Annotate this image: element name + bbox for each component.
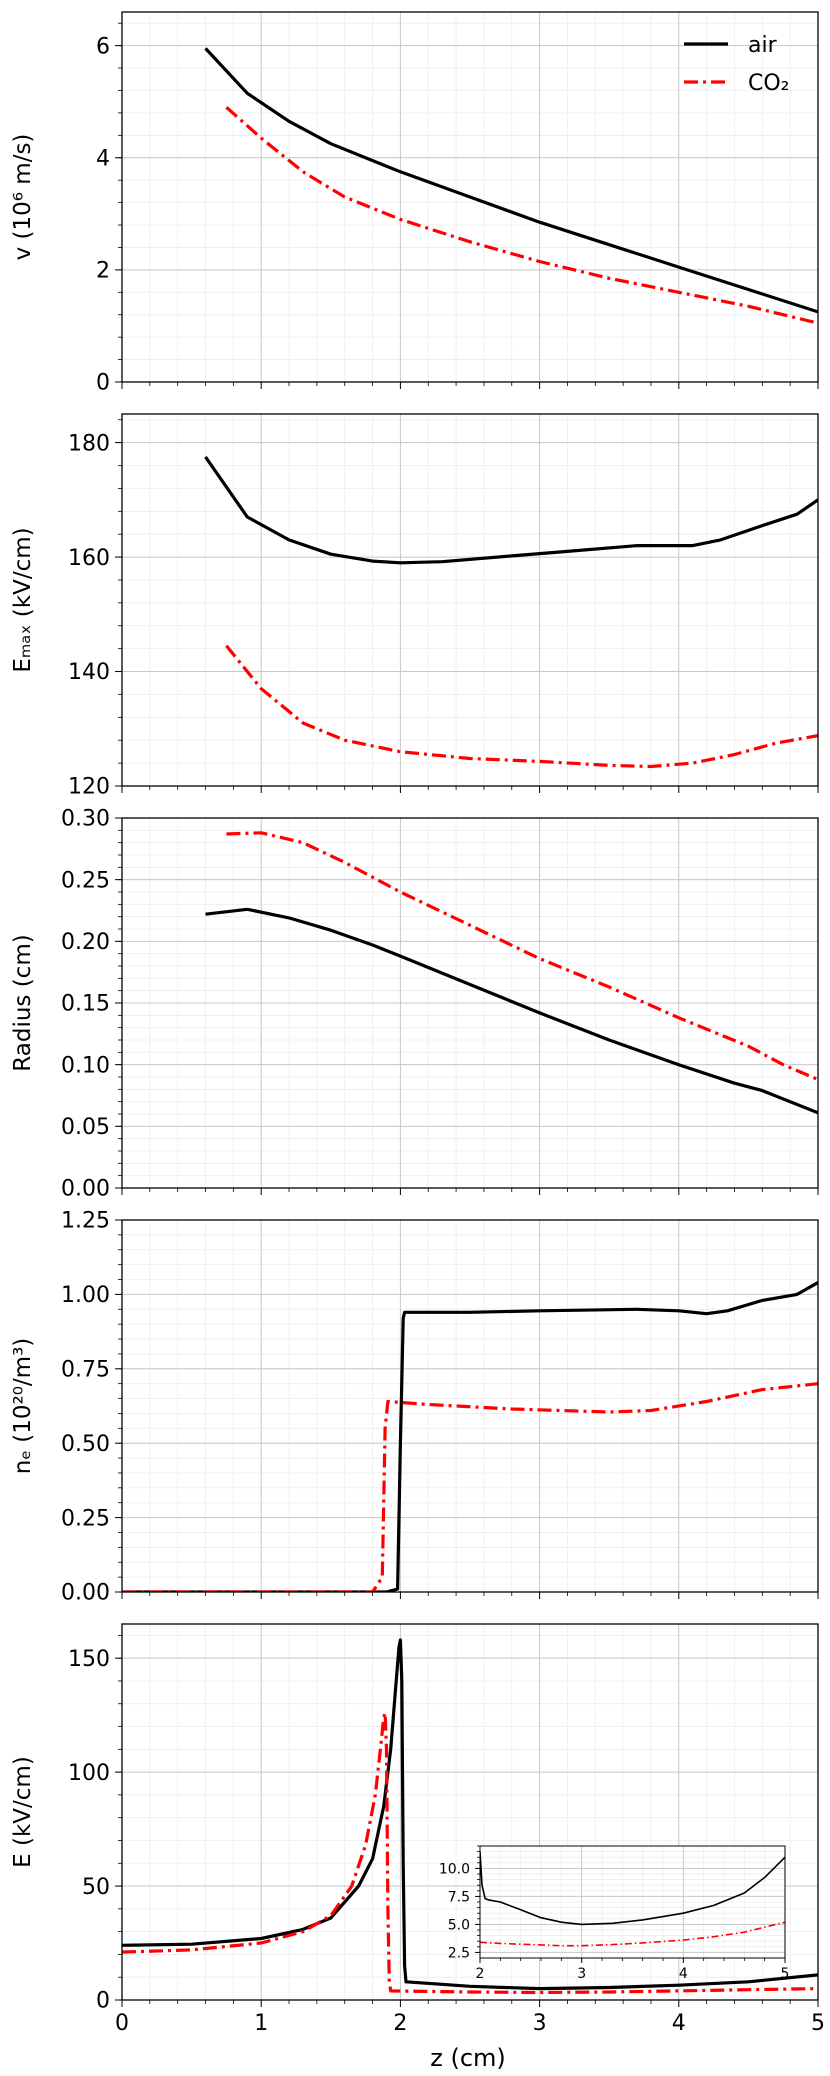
axes-frame	[121, 11, 819, 383]
y-tick-label: 6	[96, 34, 110, 59]
legend-label-air: air	[748, 33, 778, 58]
x-tick-label: 3	[577, 1966, 586, 1982]
plot-area	[122, 414, 818, 786]
y-tick-label: 50	[82, 1875, 110, 1900]
y-tick-label: 0.05	[61, 1115, 110, 1140]
y-tick-label: 120	[68, 775, 110, 800]
grid	[479, 1845, 786, 1958]
y-tick-label: 0.00	[61, 1177, 110, 1202]
y-axis-label: nₑ (10²⁰/m³)	[10, 1338, 36, 1475]
y-tick-label: 0.15	[61, 992, 110, 1017]
air-series-line	[204, 455, 818, 565]
ticks	[115, 22, 819, 389]
y-tick-label: 7.5	[448, 1889, 470, 1905]
y-axis-label: Radius (cm)	[10, 934, 36, 1071]
x-tick-label: 1	[254, 2011, 268, 2036]
series-group	[204, 455, 818, 769]
subplot-4: 0.00 0.25 0.50 0.75 1.00 1.25 nₑ (10²⁰/m³)	[10, 1209, 819, 1606]
co2-series-line	[480, 1921, 785, 1947]
air-series-line	[204, 47, 818, 314]
series-group	[122, 1281, 818, 1592]
x-tick-label: 5	[781, 1966, 790, 1982]
y-tick-label: 0.30	[61, 807, 110, 832]
x-tick-label: 4	[672, 2011, 686, 2036]
y-tick-label: 1.25	[61, 1209, 110, 1234]
ticks	[115, 1219, 819, 1599]
axes-frame	[121, 1623, 819, 2001]
y-tick-label: 0.50	[61, 1432, 110, 1457]
ticks	[475, 1845, 786, 1963]
y-tick-label: 2.5	[448, 1945, 470, 1961]
air-series-line	[122, 1281, 818, 1592]
y-tick-label: 100	[68, 1761, 110, 1786]
series-group	[204, 47, 818, 325]
y-tick-label: 0.20	[61, 930, 110, 955]
co2-series-line	[226, 831, 818, 1081]
legend: air CO₂	[684, 33, 790, 96]
x-tick-label: 5	[811, 2011, 825, 2036]
air-series-line	[205, 907, 818, 1115]
y-tick-label: 4	[96, 146, 110, 171]
y-tick-label: 2	[96, 259, 110, 284]
legend-label-co2: CO₂	[748, 71, 790, 96]
axes-frame	[121, 1219, 819, 1593]
y-tick-label: 1.00	[61, 1283, 110, 1308]
co2-series-line	[122, 1382, 818, 1592]
y-tick-label: 0.10	[61, 1053, 110, 1078]
ticks	[115, 1634, 819, 2007]
air-series-line	[480, 1851, 785, 1926]
subplot-3: 0.00 0.05 0.10 0.15 0.20 0.25 0.30 Radius (cm)	[10, 807, 819, 1202]
ticks	[115, 419, 819, 793]
y-tick-label: 0	[96, 371, 110, 396]
y-tick-label: 10.0	[439, 1861, 470, 1877]
series-group	[480, 1851, 785, 1947]
series-group	[122, 1638, 818, 1995]
co2-series-line	[225, 106, 818, 325]
y-tick-label: 160	[68, 546, 110, 571]
axes-frame	[121, 413, 819, 787]
y-tick-label: 150	[68, 1647, 110, 1672]
subplot-1: 0 2 4 6 v (10⁶ m/s)	[10, 11, 819, 396]
y-tick-label: 5.0	[448, 1917, 470, 1933]
y-tick-label: 0.00	[61, 1581, 110, 1606]
inset-plot: 2.5 5.0 7.5 10.0 2 3 4 5	[439, 1845, 790, 1982]
y-tick-label: 0.25	[61, 1506, 110, 1531]
y-axis-label: Eₘₐₓ (kV/cm)	[10, 527, 36, 672]
x-tick-label: 2	[476, 1966, 485, 1982]
x-tick-label: 4	[679, 1966, 688, 1982]
x-axis-label: z (cm)	[430, 2044, 506, 2072]
subplot-5: 0 50 100 150 0 1 2 3 4 5 E (kV/cm)	[10, 1623, 825, 2036]
y-tick-label: 0	[96, 1989, 110, 2014]
series-group	[205, 831, 818, 1115]
y-tick-label: 180	[68, 431, 110, 456]
subplot-2: 120 140 160 180 Eₘₐₓ (kV/cm)	[10, 413, 819, 800]
x-tick-label: 2	[393, 2011, 407, 2036]
x-tick-label: 3	[533, 2011, 547, 2036]
y-axis-label: E (kV/cm)	[10, 1756, 36, 1868]
ticks	[115, 817, 819, 1195]
y-tick-label: 0.75	[61, 1358, 110, 1383]
y-tick-label: 140	[68, 660, 110, 685]
y-axis-label: v (10⁶ m/s)	[10, 134, 36, 261]
co2-series-line	[225, 644, 818, 769]
x-tick-label: 0	[115, 2011, 129, 2036]
y-tick-label: 0.25	[61, 868, 110, 893]
co2-series-line	[122, 1711, 818, 1995]
